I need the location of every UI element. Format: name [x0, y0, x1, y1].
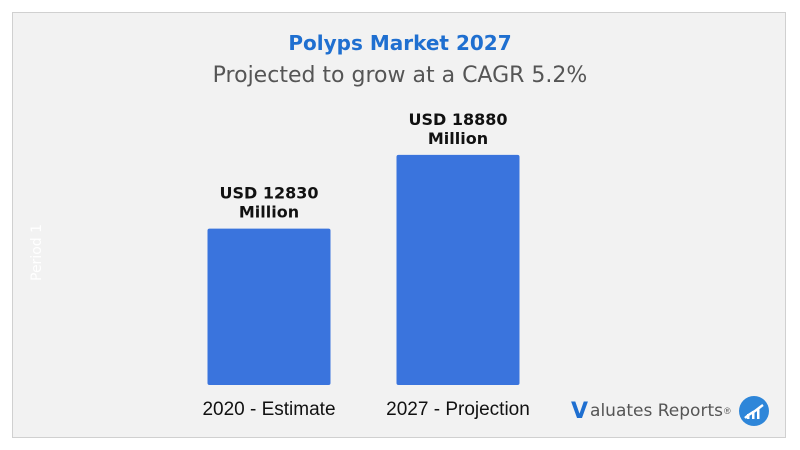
brand-registered: ®: [723, 406, 731, 416]
brand-name: aluates Reports: [590, 401, 723, 421]
data-label-0-1: Million: [239, 203, 299, 222]
chart-subtitle: Projected to grow at a CAGR 5.2%: [212, 63, 588, 88]
chart-frame: Polyps Market 2027 Projected to grow at …: [12, 12, 786, 438]
data-label-1-0: USD 18880: [408, 110, 507, 129]
bar-0: [207, 228, 331, 385]
bar-1: [396, 154, 520, 385]
brand-logo-block: V aluates Reports ®: [571, 396, 769, 426]
data-label-0-0: USD 12830: [219, 184, 318, 203]
category-label-0: 2020 - Estimate: [202, 399, 335, 420]
chart-circle-icon: [738, 396, 769, 426]
brand-mark: V: [571, 398, 589, 424]
chart-title: Polyps Market 2027: [288, 31, 512, 55]
data-label-1-1: Million: [428, 129, 488, 148]
category-label-1: 2027 - Projection: [386, 399, 530, 420]
